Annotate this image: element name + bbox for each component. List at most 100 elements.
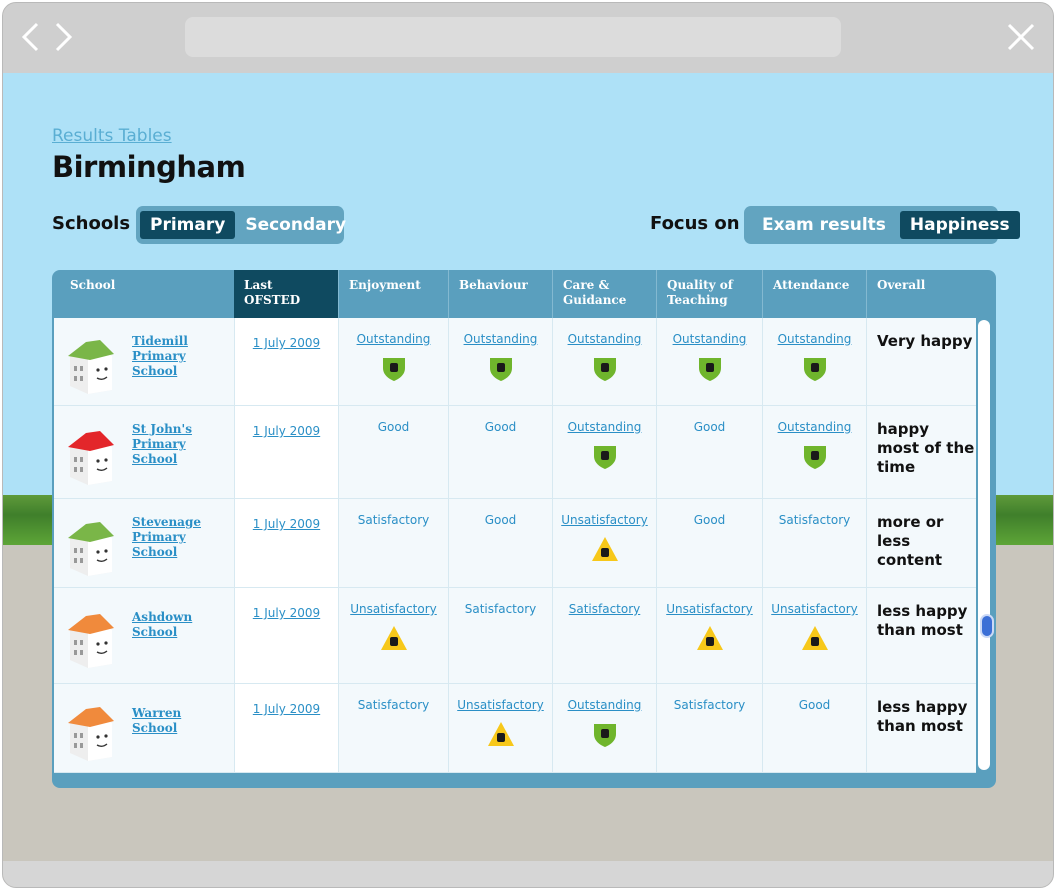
secondary-tab[interactable]: Secondary [245, 215, 347, 235]
grade-teaching[interactable]: Good [693, 420, 726, 434]
grade-attendance[interactable]: Good [798, 698, 831, 712]
school-name-link[interactable]: Tidemill Primary School [132, 334, 188, 378]
overall-happiness: less happy than most [877, 602, 968, 639]
outstanding-shield-icon [593, 724, 616, 747]
outstanding-shield-icon [489, 358, 512, 381]
grade-attendance[interactable]: Outstanding [777, 332, 852, 346]
school-name-link[interactable]: Ashdown School [132, 610, 193, 639]
table-row[interactable]: St John's Primary School 1 July 2009 Good G… [54, 406, 976, 499]
table-row[interactable]: Tidemill Primary School 1 July 2009 Outsta… [54, 318, 976, 406]
overall-happiness: Very happy [877, 332, 973, 350]
back-arrow-icon[interactable] [19, 21, 41, 53]
ofsted-date-link[interactable]: 1 July 2009 [252, 606, 321, 620]
grade-care[interactable]: Outstanding [567, 332, 642, 346]
outstanding-shield-icon [593, 446, 616, 469]
column-header-attendance[interactable]: Attendance [762, 270, 866, 318]
column-header-overall[interactable]: Overall [866, 270, 996, 318]
cell-ofsted: 1 July 2009 [234, 684, 338, 772]
scrollbar-thumb[interactable] [980, 614, 994, 638]
unsatisfactory-warning-icon [591, 537, 618, 561]
focus-toggle: Exam results Happiness [744, 206, 1020, 244]
schools-label: Schools [52, 213, 131, 234]
cell-attendance: Outstanding [762, 318, 866, 405]
school-name-link[interactable]: Warren School [132, 706, 182, 735]
cell-teaching: Unsatisfactory [656, 588, 762, 683]
grade-enjoyment[interactable]: Satisfactory [357, 513, 430, 527]
address-bar[interactable] [185, 17, 841, 57]
column-header-quality-teaching[interactable]: Quality of Teaching [656, 270, 762, 318]
cell-ofsted: 1 July 2009 [234, 406, 338, 498]
table-body: Tidemill Primary School 1 July 2009 Outsta… [54, 318, 976, 773]
grade-attendance[interactable]: Outstanding [777, 420, 852, 434]
cell-care: Satisfactory [552, 588, 656, 683]
forward-arrow-icon[interactable] [53, 21, 75, 53]
grade-care[interactable]: Outstanding [567, 698, 642, 712]
ofsted-date-link[interactable]: 1 July 2009 [252, 336, 321, 350]
column-header-behaviour[interactable]: Behaviour [448, 270, 552, 318]
grade-behaviour[interactable]: Good [484, 420, 517, 434]
overall-happiness: less happy than most [877, 698, 968, 735]
grade-teaching[interactable]: Unsatisfactory [666, 602, 753, 616]
primary-tab[interactable]: Primary [140, 211, 236, 239]
grade-behaviour[interactable]: Good [484, 513, 517, 527]
outstanding-shield-icon [803, 446, 826, 469]
school-name-link[interactable]: St John's Primary School [132, 422, 192, 466]
page-title: Birmingham [52, 150, 246, 184]
cell-enjoyment: Unsatisfactory [338, 588, 448, 683]
outstanding-shield-icon [382, 358, 405, 381]
happiness-tab[interactable]: Happiness [899, 211, 1020, 239]
close-icon[interactable] [1005, 21, 1037, 53]
grade-behaviour[interactable]: Unsatisfactory [457, 698, 544, 712]
table-row[interactable]: Ashdown School 1 July 2009 Unsatisfactory S… [54, 588, 976, 684]
outstanding-shield-icon [593, 358, 616, 381]
grade-care[interactable]: Unsatisfactory [561, 513, 648, 527]
grade-attendance[interactable]: Satisfactory [778, 513, 851, 527]
scrollbar-track[interactable] [978, 320, 990, 770]
grade-attendance[interactable]: Unsatisfactory [771, 602, 858, 616]
exam-results-tab[interactable]: Exam results [762, 215, 886, 235]
unsatisfactory-warning-icon [380, 626, 407, 650]
grade-care[interactable]: Outstanding [567, 420, 642, 434]
cell-enjoyment: Satisfactory [338, 684, 448, 772]
breadcrumb-results-tables[interactable]: Results Tables [52, 126, 172, 146]
cell-behaviour: Good [448, 499, 552, 587]
grade-teaching[interactable]: Satisfactory [673, 698, 746, 712]
ofsted-date-link[interactable]: 1 July 2009 [252, 517, 321, 531]
ofsted-date-link[interactable]: 1 July 2009 [252, 702, 321, 716]
grade-teaching[interactable]: Good [693, 513, 726, 527]
grade-care[interactable]: Satisfactory [568, 602, 641, 616]
column-header-enjoyment[interactable]: Enjoyment [338, 270, 448, 318]
school-name-link[interactable]: Stevenage Primary School [132, 515, 201, 559]
browser-chrome [3, 3, 1053, 73]
overall-happiness: more or less content [877, 513, 944, 569]
column-header-school[interactable]: School [70, 278, 116, 292]
column-header-care-guidance[interactable]: Care & Guidance [552, 270, 656, 318]
cell-enjoyment: Satisfactory [338, 499, 448, 587]
school-house-icon [68, 340, 114, 394]
table-row[interactable]: Stevenage Primary School 1 July 2009 Satis… [54, 499, 976, 588]
cell-behaviour: Outstanding [448, 318, 552, 405]
school-house-icon [68, 614, 114, 668]
grade-enjoyment[interactable]: Good [377, 420, 410, 434]
cell-school: St John's Primary School [54, 406, 234, 498]
cell-teaching: Outstanding [656, 318, 762, 405]
cell-ofsted: 1 July 2009 [234, 318, 338, 405]
cell-ofsted: 1 July 2009 [234, 588, 338, 683]
grade-enjoyment[interactable]: Outstanding [356, 332, 431, 346]
cell-attendance: Satisfactory [762, 499, 866, 587]
table-row[interactable]: Warren School 1 July 2009 Satisfactory Unsa… [54, 684, 976, 773]
cell-school: Tidemill Primary School [54, 318, 234, 405]
column-header-last-ofsted[interactable]: Last OFSTED [234, 270, 338, 318]
cell-attendance: Good [762, 684, 866, 772]
cell-enjoyment: Outstanding [338, 318, 448, 405]
school-house-icon [68, 706, 114, 761]
grade-enjoyment[interactable]: Unsatisfactory [350, 602, 437, 616]
grade-behaviour[interactable]: Satisfactory [464, 602, 537, 616]
results-table: School Last OFSTED Enjoyment Behaviour C… [52, 270, 996, 788]
grade-behaviour[interactable]: Outstanding [463, 332, 538, 346]
grade-teaching[interactable]: Outstanding [672, 332, 747, 346]
cell-school: Stevenage Primary School [54, 499, 234, 587]
ofsted-date-link[interactable]: 1 July 2009 [252, 424, 321, 438]
grade-enjoyment[interactable]: Satisfactory [357, 698, 430, 712]
unsatisfactory-warning-icon [696, 626, 723, 650]
